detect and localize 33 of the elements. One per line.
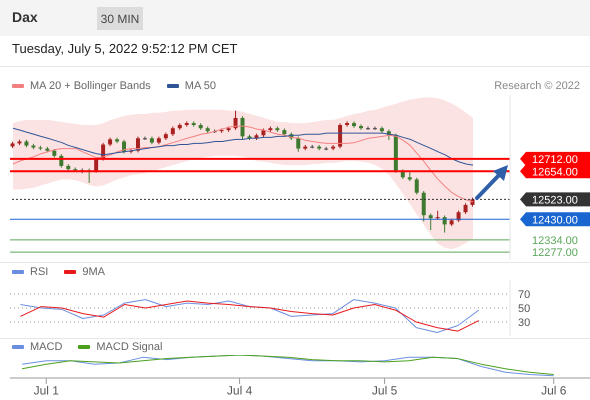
legend-label: MA 20 + Bollinger Bands (30, 80, 151, 92)
candlestick (428, 213, 433, 230)
candlestick (414, 177, 419, 195)
candlestick (170, 126, 175, 136)
text: 30 MIN (97, 7, 143, 30)
y-tick-label: 12712.00 (532, 154, 578, 166)
legend-label: MACD Signal (96, 341, 162, 353)
legend-label: RSI (30, 266, 48, 278)
y-tick-label: 30 (518, 316, 530, 329)
candlestick (456, 210, 461, 223)
y-tick-label: 12430.00 (532, 214, 578, 226)
y-tick-label: 12523.00 (532, 194, 578, 206)
candlestick (464, 202, 468, 214)
legend-label: MACD (30, 341, 62, 353)
x-tick-label: Jul 4 (226, 384, 253, 398)
chart-title: Dax (12, 9, 38, 25)
y-tick-label: 12334.00 (532, 234, 578, 247)
legend-label: MA 50 (184, 80, 216, 92)
candlestick (436, 210, 440, 220)
text: Research © 2022 (494, 80, 580, 92)
y-tick-label: 70 (518, 288, 530, 301)
candlestick (338, 122, 342, 149)
candlestick (296, 136, 300, 152)
candlestick (240, 116, 245, 140)
chart-subtitle: Tuesday, July 5, 2022 9:52:12 PM CET (12, 41, 238, 56)
y-tick-label: 12277.00 (532, 247, 578, 260)
x-tick-label: Jul 6 (541, 384, 567, 398)
y-tick-label: 50 (518, 302, 530, 315)
candlestick (422, 190, 426, 222)
x-tick-label: Jul 5 (372, 384, 398, 398)
x-tick-label: Jul 1 (34, 384, 60, 398)
legend-label: 9MA (82, 266, 105, 278)
y-tick-label: 12654.00 (532, 166, 578, 178)
